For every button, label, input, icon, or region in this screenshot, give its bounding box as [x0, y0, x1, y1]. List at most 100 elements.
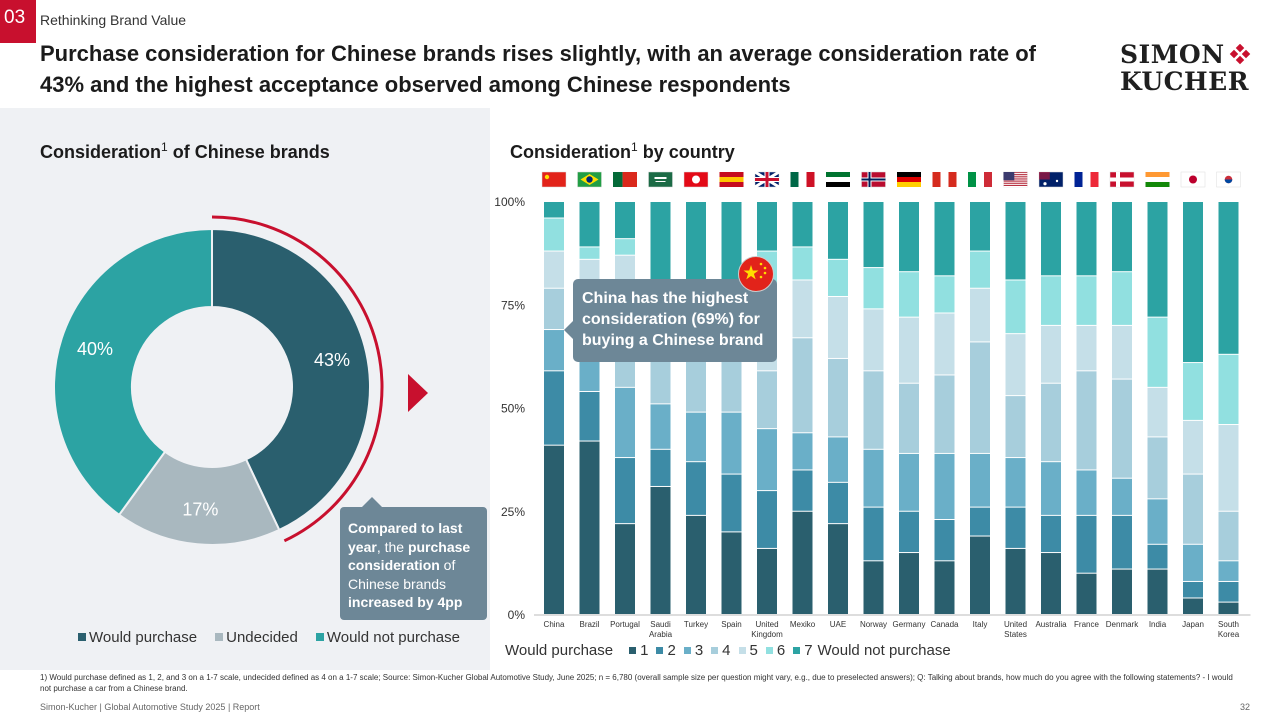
legend-level-label: 4	[722, 642, 731, 659]
bar-segment-7	[1041, 202, 1061, 276]
bar-saudi-arabia	[650, 202, 671, 614]
flag-fr-icon	[1074, 172, 1099, 187]
bar-segment-4	[1183, 474, 1203, 544]
bar-segment-5	[792, 280, 813, 338]
bar-segment-1	[1218, 602, 1239, 614]
flag-no-icon	[861, 171, 886, 188]
bar-segment-3	[615, 387, 635, 458]
bar-brazil	[579, 202, 600, 614]
x-tick-label: Arabia	[649, 630, 673, 639]
y-tick-label: 0%	[508, 608, 526, 622]
bar-segment-2	[792, 470, 813, 511]
bar-segment-4	[686, 354, 706, 412]
bar-segment-2	[1147, 544, 1168, 569]
bar-segment-6	[1218, 354, 1239, 425]
x-tick-label: Germany	[893, 620, 926, 629]
bar-segment-1	[792, 511, 813, 614]
bar-segment-5	[899, 317, 919, 383]
donut-slice-undecided	[117, 450, 281, 546]
bar-segment-7	[1183, 202, 1203, 363]
legend-level-label: 6	[776, 642, 786, 659]
bar-segment-1	[1183, 598, 1203, 614]
flag-ca-icon	[932, 172, 957, 187]
bar-segment-5	[1076, 325, 1097, 371]
bar-segment-2	[1005, 507, 1026, 548]
bar-segment-4	[1076, 371, 1097, 470]
bar-segment-4	[1112, 379, 1132, 478]
x-tick-label: United	[755, 620, 778, 629]
bar-segment-7	[863, 202, 884, 268]
flag-dk-icon	[1109, 171, 1135, 188]
bar-segment-2	[544, 371, 564, 445]
bar-segment-2	[1183, 581, 1203, 598]
bar-segment-1	[1041, 553, 1061, 614]
bar-segment-3	[686, 412, 706, 462]
legend-level-4: 4	[711, 642, 731, 659]
bar-south-korea	[1218, 202, 1239, 614]
bar-segment-7	[615, 202, 635, 239]
flag-ae-icon	[826, 172, 850, 187]
legend-swatch	[711, 647, 719, 654]
bar-japan	[1183, 202, 1203, 614]
bar-segment-3	[1112, 478, 1132, 515]
bar-segment-5	[934, 313, 955, 375]
flag-br-icon	[577, 171, 602, 188]
x-tick-label: Korea	[1218, 630, 1240, 639]
legend-level-6: 6	[765, 642, 786, 659]
bar-segment-6	[544, 218, 564, 251]
bar-segment-7	[579, 202, 600, 247]
bar-segment-7	[828, 202, 848, 259]
donut-slice-would-purchase	[211, 227, 371, 532]
bar-canada	[934, 202, 955, 614]
legend-level-label: 2	[667, 642, 676, 659]
bar-segment-3	[1076, 470, 1097, 515]
bar-segment-6	[899, 272, 919, 317]
bar-segment-1	[1147, 569, 1168, 614]
flag-kr-icon	[1216, 171, 1241, 188]
bar-segment-2	[934, 520, 955, 561]
bar-segment-6	[1076, 276, 1097, 325]
bar-segment-5	[1041, 325, 1061, 383]
bar-segment-7	[1112, 202, 1132, 272]
bar-segment-3	[757, 429, 777, 491]
bar-denmark	[1112, 202, 1132, 614]
section-title: Rethinking Brand Value	[40, 12, 187, 28]
legend-swatch	[683, 647, 691, 654]
bar-segment-3	[1218, 561, 1239, 581]
bar-segment-4	[934, 375, 955, 453]
donut-slice-would-not-purchase	[53, 227, 213, 517]
legend-swatch	[656, 647, 664, 654]
bar-segment-7	[757, 202, 777, 251]
bar-segment-2	[615, 458, 635, 524]
flag-us-icon	[1003, 171, 1028, 188]
x-tick-label: Spain	[721, 620, 741, 629]
bar-segment-5	[863, 309, 884, 371]
bar-segment-1	[1005, 548, 1026, 614]
flag-jp-icon	[1180, 171, 1206, 188]
bar-segment-3	[544, 330, 564, 371]
bar-segment-1	[1076, 573, 1097, 614]
bar-segment-6	[1183, 363, 1203, 420]
bar-segment-3	[1005, 458, 1026, 507]
legend-level-label: 5	[749, 642, 758, 659]
bar-portugal	[615, 202, 635, 614]
bar-segment-5	[1147, 387, 1168, 437]
bar-segment-5	[970, 288, 990, 342]
bar-segment-7	[899, 202, 919, 272]
bar-segment-4	[1041, 383, 1061, 462]
legend-level-5: 5	[738, 642, 758, 659]
legend-level-3: 3	[683, 642, 703, 659]
bar-segment-7	[1005, 202, 1026, 280]
logo-line-2: KUCHER	[1120, 67, 1249, 96]
bar-chart-title: Consideration1 by country	[510, 140, 735, 162]
bar-segment-1	[757, 548, 777, 614]
x-tick-label: States	[1004, 630, 1027, 639]
bar-uae	[828, 202, 848, 614]
bar-segment-1	[579, 441, 600, 614]
flag-tr-icon	[683, 171, 709, 188]
bar-segment-6	[828, 259, 848, 296]
bar-segment-1	[721, 532, 742, 614]
flag-sa-icon	[648, 171, 673, 188]
arrow-right-icon	[408, 374, 428, 412]
bar-segment-5	[828, 296, 848, 358]
